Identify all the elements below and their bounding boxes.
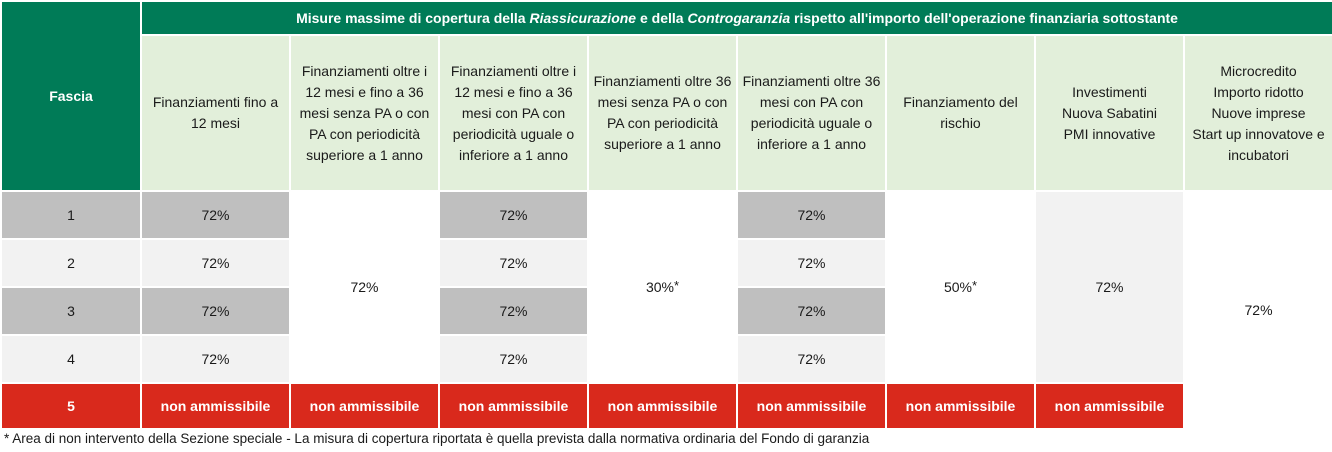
merged-value-cell: 30%* xyxy=(587,190,738,384)
value-cell: 72% xyxy=(438,238,589,288)
header-line: Finanziamenti oltre i xyxy=(301,62,428,79)
coverage-table: Fascia Misure massime di copertura della… xyxy=(0,0,1332,430)
header-line: Importo ridotto xyxy=(1213,83,1304,100)
fascia-header: Fascia xyxy=(0,0,142,192)
fascia-cell: 1 xyxy=(0,190,142,240)
header-line: Investimenti xyxy=(1072,83,1147,100)
merged-value-cell: 72% xyxy=(289,190,440,384)
value-cell: 72% xyxy=(438,286,589,336)
table-row-not-admissible: 5 non ammissibile non ammissibile non am… xyxy=(0,382,1332,430)
not-admissible-cell: non ammissibile xyxy=(587,382,738,430)
header-line: inferiore a 1 anno xyxy=(459,146,568,163)
footnote-marker: * xyxy=(971,277,978,293)
header-line: PA con periodicità xyxy=(606,115,719,131)
header-line: mesi senza PA o con xyxy=(299,104,430,121)
title-part1: Misure massime di copertura della xyxy=(296,9,530,26)
column-header-6: Finanziamento del rischio xyxy=(885,34,1036,192)
header-line: Nuova Sabatini xyxy=(1062,104,1157,121)
header-line: superiore a 1 anno xyxy=(306,146,423,163)
header-line: Start up innovatove e xyxy=(1192,125,1325,142)
header-line: incubatori xyxy=(1228,146,1289,163)
column-header-3: Finanziamenti oltre i 12 mesi e fino a 3… xyxy=(438,34,589,192)
table-row: 3 72% 72% 72% xyxy=(0,286,1332,336)
header-line: periodicità uguale o xyxy=(452,125,575,142)
title-controgaranzia: Controgaranzia xyxy=(687,9,791,26)
header-line: mesi senza PA o con xyxy=(597,94,728,110)
value-cell: 72% xyxy=(736,286,887,336)
column-header-5: Finanziamenti oltre 36 mesi con PA con p… xyxy=(736,34,887,192)
header-line: Finanziamenti oltre i xyxy=(450,62,577,79)
value-cell: 72% xyxy=(140,238,291,288)
value-cell: 72% xyxy=(140,334,291,384)
not-admissible-cell: non ammissibile xyxy=(736,382,887,430)
header-line: Finanziamento del xyxy=(903,94,1018,110)
value-cell: 72% xyxy=(736,238,887,288)
column-header-8: Microcredito Importo ridotto Nuove impre… xyxy=(1182,34,1332,192)
footnote-marker: * xyxy=(673,277,680,293)
value-cell: 72% xyxy=(736,334,887,384)
not-admissible-cell: non ammissibile xyxy=(438,382,589,430)
not-admissible-cell: non ammissibile xyxy=(1034,382,1185,430)
column-header-4: Finanziamenti oltre 36 mesi senza PA o c… xyxy=(587,34,738,192)
title-part2: e della xyxy=(636,9,688,26)
not-admissible-cell: non ammissibile xyxy=(885,382,1036,430)
header-line: Nuove imprese xyxy=(1211,104,1306,121)
value-cell: 72% xyxy=(140,286,291,336)
value-cell: 72% xyxy=(438,334,589,384)
value-cell: 72% xyxy=(736,190,887,240)
title-riassicurazione: Riassicurazione xyxy=(529,9,637,26)
header-line: PA con periodicità xyxy=(308,125,421,142)
header-line: 12 mesi xyxy=(190,115,241,131)
value-cell: 72% xyxy=(438,190,589,240)
merged-value-cell: 50%* xyxy=(885,190,1036,384)
header-line: periodicità uguale o xyxy=(750,115,873,131)
column-header-2: Finanziamenti oltre i 12 mesi e fino a 3… xyxy=(289,34,440,192)
title-part3: rispetto all'importo dell'operazione fin… xyxy=(790,9,1178,26)
header-line: rischio xyxy=(940,115,981,131)
not-admissible-cell: non ammissibile xyxy=(140,382,291,430)
column-header-1: Finanziamenti fino a 12 mesi xyxy=(140,34,291,192)
table-row: 1 72% 72% 72% 30%* 72% 50%* 72% 72% xyxy=(0,190,1332,430)
header-line: 12 mesi e fino a 36 xyxy=(305,83,424,100)
footnote: * Area di non intervento della Sezione s… xyxy=(4,431,870,446)
value-text: 50% xyxy=(943,278,972,295)
header-line: Microcredito xyxy=(1220,62,1297,79)
header-line: 12 mesi e fino a 36 xyxy=(454,83,573,100)
fascia-cell: 5 xyxy=(0,382,142,430)
header-line: mesi con PA con xyxy=(461,104,566,121)
fascia-cell: 3 xyxy=(0,286,142,336)
header-line: inferiore a 1 anno xyxy=(757,136,866,152)
header-line: Finanziamenti oltre 36 xyxy=(593,73,732,89)
header-line: Finanziamenti fino a xyxy=(152,94,279,110)
column-header-7: Investimenti Nuova Sabatini PMI innovati… xyxy=(1034,34,1185,192)
merged-value-cell: 72% xyxy=(1034,190,1185,384)
header-line: Finanziamenti oltre 36 xyxy=(742,73,881,89)
merged-value-cell: 72% xyxy=(1182,190,1332,430)
table-title: Misure massime di copertura della Riassi… xyxy=(139,0,1332,36)
table-row: 4 72% 72% 72% xyxy=(0,334,1332,384)
header-line: mesi con PA con xyxy=(759,94,864,110)
value-cell: 72% xyxy=(140,190,291,240)
table-row: 2 72% 72% 72% xyxy=(0,238,1332,288)
not-admissible-cell: non ammissibile xyxy=(289,382,440,430)
header-line: superiore a 1 anno xyxy=(604,136,721,152)
fascia-cell: 2 xyxy=(0,238,142,288)
header-line: PMI innovative xyxy=(1063,125,1156,142)
fascia-cell: 4 xyxy=(0,334,142,384)
value-text: 30% xyxy=(645,278,674,295)
